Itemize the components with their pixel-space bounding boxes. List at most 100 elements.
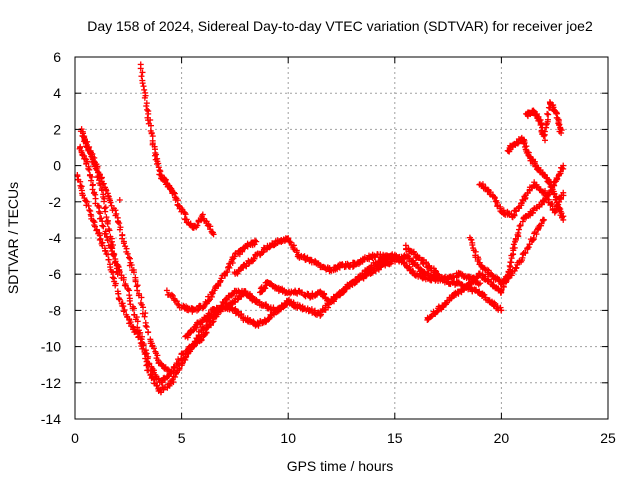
y-tick-label: 0 [53, 158, 61, 174]
data-point [194, 222, 201, 229]
data-point [96, 236, 103, 243]
data-point [251, 255, 258, 262]
grid-lines [75, 57, 608, 419]
data-point [199, 211, 206, 218]
data-point [93, 226, 100, 233]
x-tick-label: 25 [600, 430, 616, 446]
data-point [542, 137, 549, 144]
data-point [147, 122, 154, 129]
data-point [120, 276, 127, 283]
data-point [131, 305, 138, 312]
data-point [130, 269, 137, 276]
data-point [120, 240, 127, 247]
data-point [128, 262, 135, 269]
data-point [144, 355, 151, 362]
x-tick-label: 10 [280, 430, 296, 446]
data-point [105, 256, 112, 263]
data-point [86, 166, 93, 173]
series-track-i [257, 252, 441, 305]
series-track-k [424, 162, 567, 323]
data-point [103, 214, 110, 221]
data-point [122, 282, 129, 289]
data-point [112, 207, 119, 214]
y-tick-label: -10 [41, 339, 61, 355]
data-point [120, 303, 127, 310]
data-point [140, 304, 147, 311]
data-point [134, 318, 141, 325]
y-tick-labels: -14 -12 -10 -8 -6 -4 -2 0 2 4 6 [41, 49, 61, 427]
data-points [74, 61, 567, 396]
data-point [85, 165, 92, 172]
data-point [97, 235, 104, 242]
data-point [139, 80, 146, 87]
data-point [209, 230, 216, 237]
y-tick-label: -14 [41, 411, 61, 427]
data-point [153, 151, 160, 158]
data-point [126, 292, 133, 299]
data-point [155, 376, 162, 383]
data-point [163, 287, 170, 294]
data-point [138, 73, 145, 80]
y-tick-label: -8 [49, 302, 62, 318]
data-point [210, 231, 217, 238]
data-point [234, 308, 241, 315]
y-tick-label: -4 [49, 230, 62, 246]
data-point [104, 237, 111, 244]
data-point [251, 237, 258, 244]
data-point [141, 313, 148, 320]
data-point [152, 373, 159, 380]
data-point [142, 322, 149, 329]
data-point [137, 65, 144, 72]
data-point [171, 189, 178, 196]
y-tick-label: -12 [41, 375, 61, 391]
data-point [121, 306, 128, 313]
data-point [132, 278, 139, 285]
data-point [114, 218, 121, 225]
data-point [99, 222, 106, 229]
chart-title: Day 158 of 2024, Sidereal Day-to-day VTE… [87, 18, 593, 34]
series-track-f [163, 237, 260, 315]
data-point [145, 329, 152, 336]
data-point [209, 290, 216, 297]
data-point [145, 110, 152, 117]
data-point [204, 324, 211, 331]
data-point [95, 173, 102, 180]
data-point [98, 215, 105, 222]
x-tick-label: 20 [494, 430, 510, 446]
data-point [134, 287, 141, 294]
data-point [198, 337, 205, 344]
data-point [97, 182, 104, 189]
data-point [92, 223, 99, 230]
data-point [209, 319, 216, 326]
data-point [134, 282, 141, 289]
data-point [125, 254, 132, 261]
data-point [286, 238, 293, 245]
data-point [111, 251, 118, 258]
data-point [88, 177, 95, 184]
data-point [139, 345, 146, 352]
data-point [172, 373, 179, 380]
data-point [168, 291, 175, 298]
data-point [100, 223, 107, 230]
y-tick-label: 2 [53, 121, 61, 137]
data-point [205, 297, 212, 304]
data-point [154, 382, 161, 389]
data-point [175, 301, 182, 308]
data-point [155, 164, 162, 171]
data-point [142, 310, 149, 317]
data-point [124, 250, 131, 257]
data-point [160, 375, 167, 382]
data-point [140, 342, 147, 349]
data-point [507, 259, 514, 266]
data-point [148, 129, 155, 136]
data-point [285, 235, 292, 242]
data-point [287, 239, 294, 246]
data-point [112, 282, 119, 289]
data-point [102, 230, 109, 237]
x-tick-label: 15 [387, 430, 403, 446]
data-point [150, 345, 157, 352]
data-point [144, 106, 151, 113]
data-point [141, 86, 148, 93]
data-point [114, 271, 121, 278]
data-point [88, 173, 95, 180]
